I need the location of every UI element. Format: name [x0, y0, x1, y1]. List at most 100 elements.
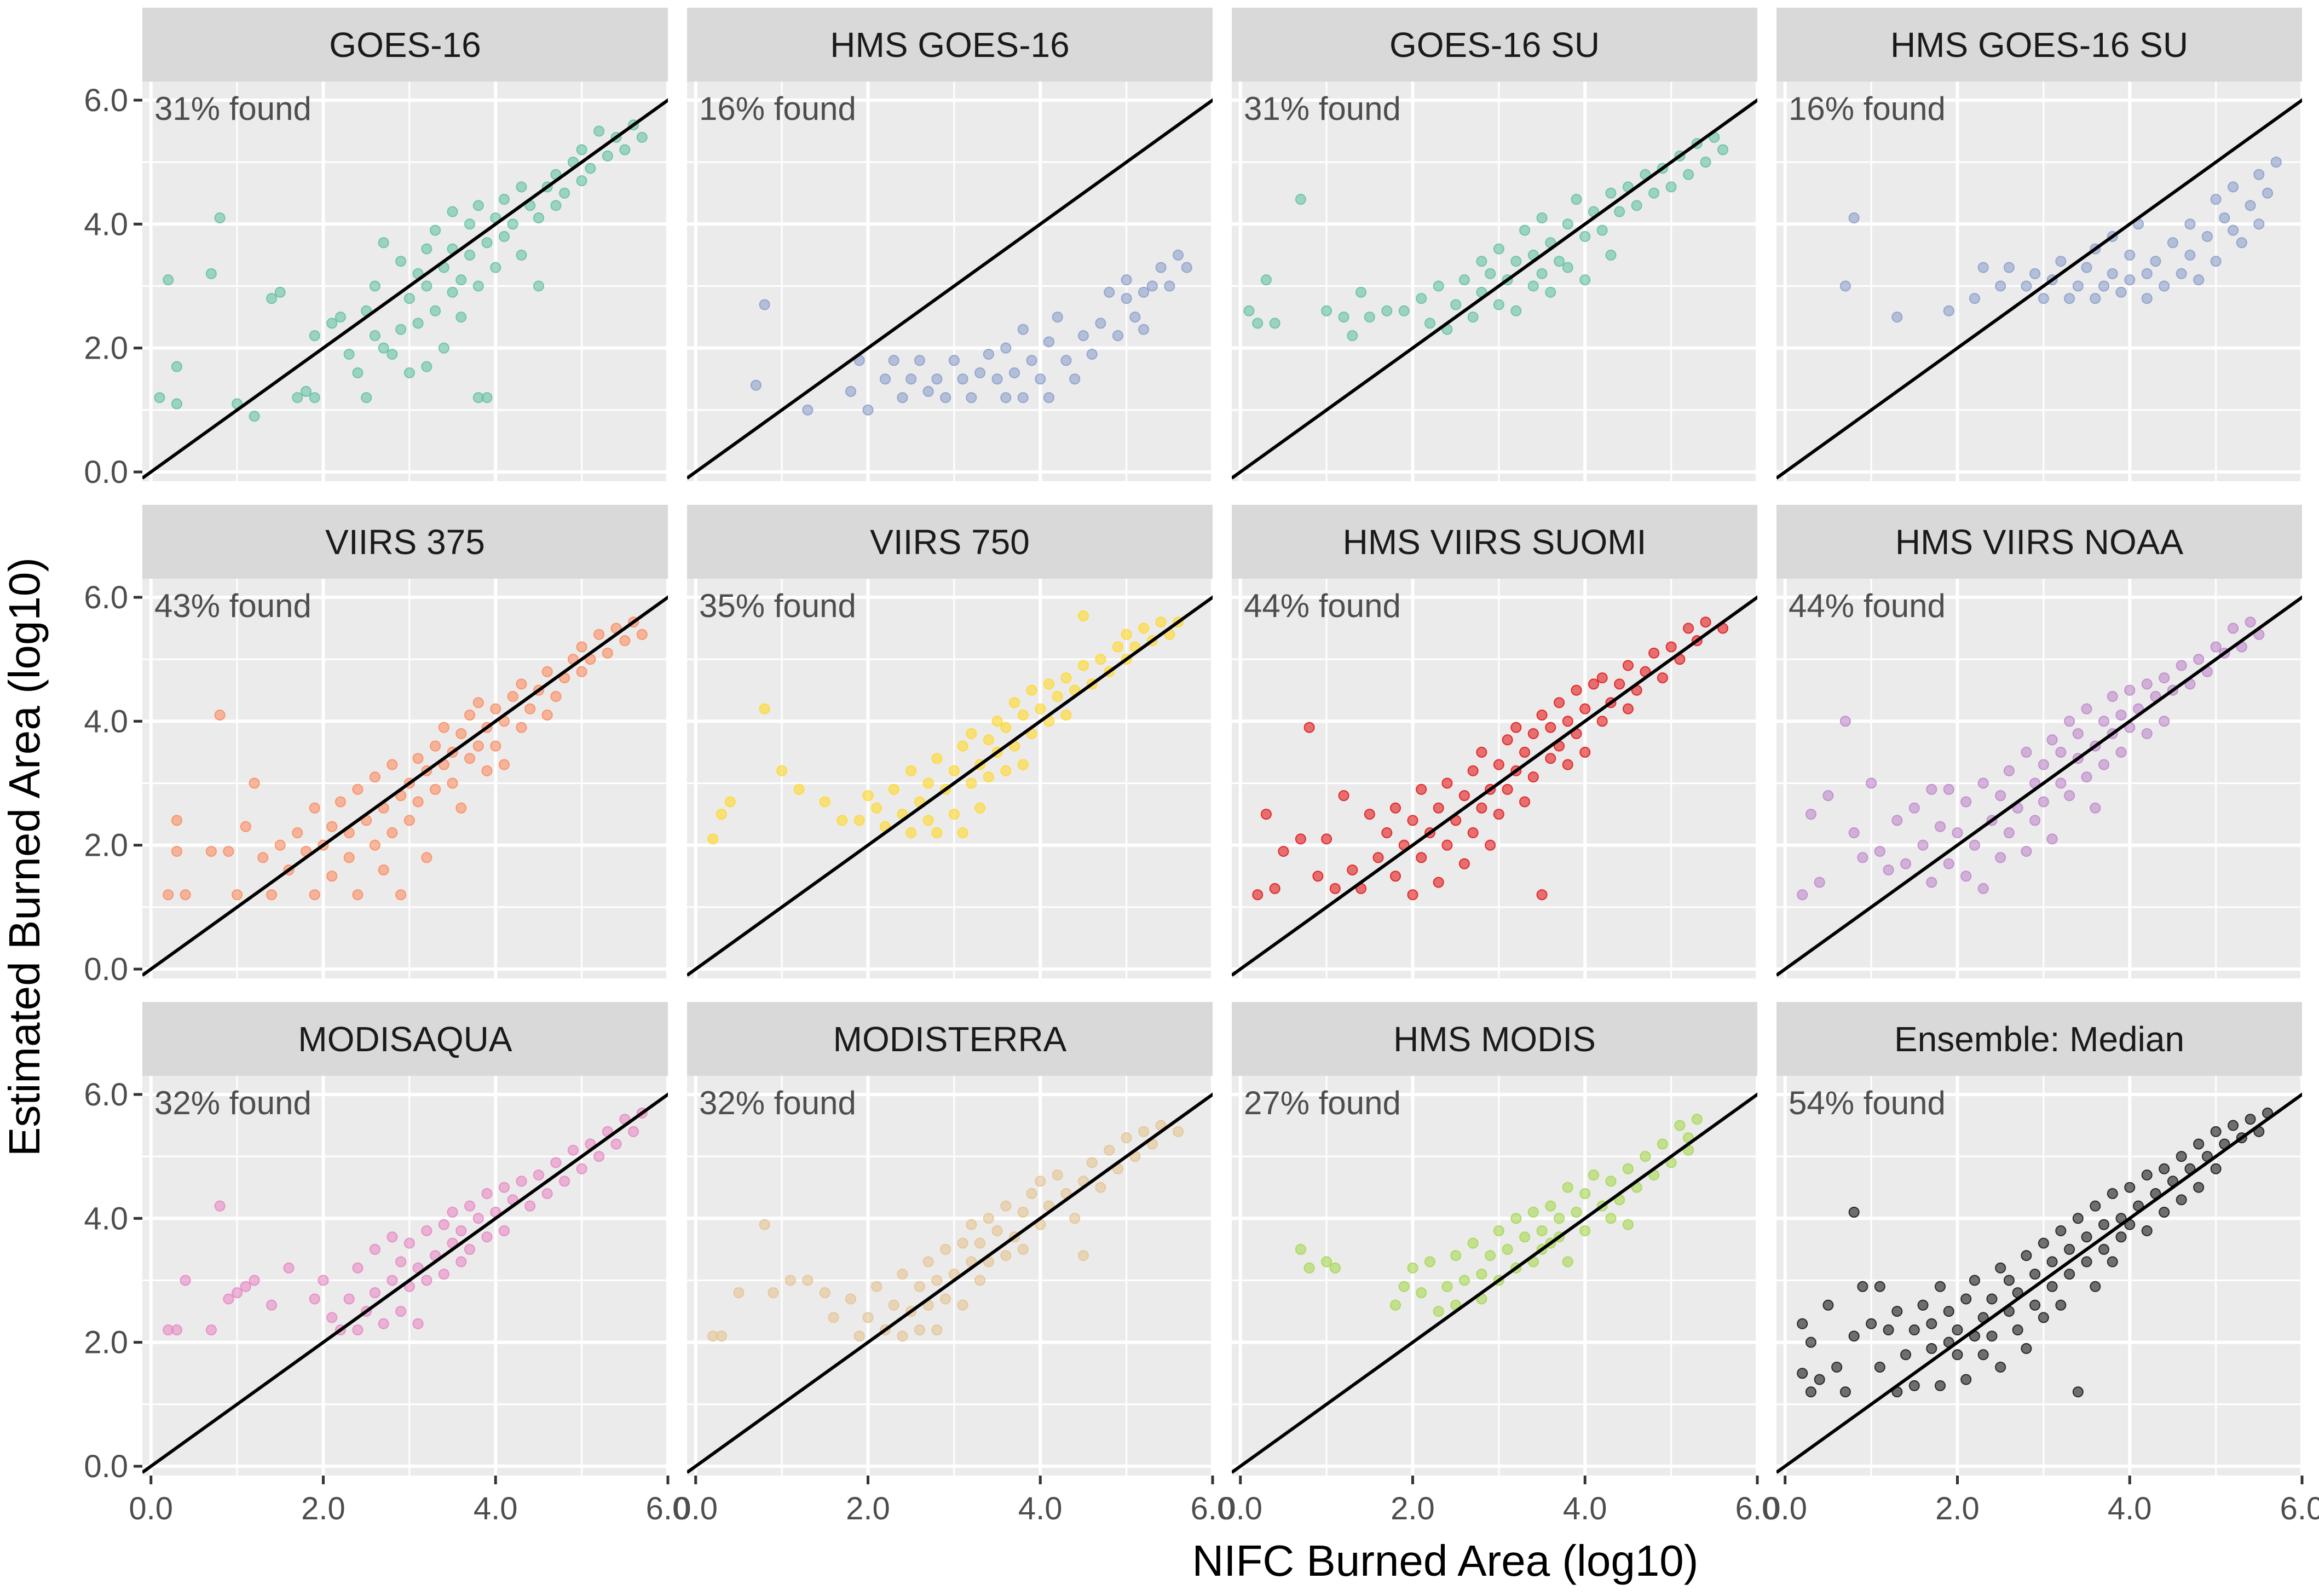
panel: Ensemble: Median 54% found 0.0 2.0 4.0 6.0	[1763, 1002, 2319, 1526]
x-tick-label: 0.0	[1218, 1491, 1262, 1526]
data-point	[1857, 1281, 1868, 1292]
panel: HMS VIIRS SUOMI 44% found	[1232, 505, 1757, 978]
x-axis-title: NIFC Burned Area (log10)	[1192, 1536, 1699, 1585]
data-point	[905, 827, 917, 839]
data-point	[369, 1243, 380, 1255]
data-point	[464, 1243, 476, 1255]
data-point	[2115, 1231, 2127, 1243]
identity-line	[1232, 98, 1757, 480]
data-point	[395, 889, 407, 901]
data-point	[412, 318, 424, 329]
data-point	[1407, 889, 1418, 901]
data-point	[1883, 864, 1894, 875]
data-point	[991, 716, 1003, 727]
found-label: 44% found	[1789, 587, 1946, 624]
data-point	[2055, 777, 2067, 789]
data-point	[1545, 1200, 1556, 1212]
data-point	[309, 330, 320, 342]
data-point	[948, 355, 960, 366]
panel: MODISTERRA 32% found 0.0 2.0 4.0 6.0	[673, 1002, 1235, 1526]
data-point	[2228, 181, 2239, 193]
data-point	[1243, 305, 1255, 316]
y-tick-label: 0.0	[84, 454, 128, 490]
data-point	[2107, 1256, 2118, 1267]
data-point	[507, 691, 518, 702]
data-point	[2081, 703, 2092, 715]
data-point	[1381, 827, 1393, 839]
data-point	[2055, 1299, 2067, 1311]
data-point	[1986, 1330, 1998, 1342]
data-point	[2021, 280, 2032, 292]
data-point	[1312, 871, 1324, 882]
data-point	[1657, 1138, 1668, 1150]
data-point	[180, 889, 191, 901]
data-point	[1848, 1330, 1860, 1342]
data-point	[223, 845, 234, 857]
data-point	[2038, 1237, 2049, 1249]
data-point	[1398, 305, 1410, 316]
y-tick-label: 0.0	[84, 952, 128, 987]
data-point	[343, 1293, 355, 1305]
data-point	[1977, 1349, 1989, 1361]
data-point	[430, 224, 441, 236]
data-point	[2090, 1281, 2101, 1292]
data-point	[991, 373, 1003, 385]
data-point	[1986, 1293, 1998, 1305]
data-point	[1683, 169, 1694, 180]
data-point	[171, 1324, 182, 1336]
data-point	[888, 355, 899, 366]
data-point	[249, 411, 260, 422]
data-point	[1441, 839, 1453, 851]
data-point	[1908, 802, 1920, 814]
data-point	[524, 703, 536, 715]
panel-title: GOES-16 SU	[1389, 25, 1600, 65]
y-axis-title: Estimated Burned Area (log10)	[0, 557, 49, 1156]
data-point	[1510, 256, 1522, 267]
data-point	[1052, 312, 1063, 323]
data-point	[1458, 1275, 1470, 1286]
data-point	[2176, 660, 2187, 671]
data-point	[1017, 759, 1029, 770]
data-point	[541, 1188, 553, 1200]
data-point	[2159, 1163, 2170, 1174]
data-point	[1407, 1262, 1418, 1274]
data-point	[1467, 1237, 1479, 1249]
data-point	[2245, 616, 2256, 628]
found-label: 54% found	[1789, 1085, 1946, 1121]
data-point	[2159, 280, 2170, 292]
data-point	[378, 237, 389, 249]
data-point	[2193, 1138, 2205, 1150]
data-point	[403, 815, 415, 826]
data-point	[1665, 181, 1677, 193]
data-point	[2159, 1206, 2170, 1218]
data-point	[2115, 709, 2127, 721]
data-point	[1935, 821, 1946, 832]
data-point	[974, 1237, 986, 1249]
data-point	[2236, 237, 2247, 249]
identity-line	[1776, 1092, 2302, 1474]
data-point	[1683, 623, 1694, 634]
data-point	[768, 1287, 779, 1299]
data-point	[1969, 1275, 1980, 1286]
data-point	[1017, 1243, 1029, 1255]
data-point	[1121, 274, 1132, 286]
found-label: 32% found	[154, 1085, 311, 1121]
data-point	[171, 815, 182, 826]
data-point	[1536, 889, 1548, 901]
panel-title: GOES-16	[329, 25, 481, 65]
data-point	[1657, 672, 1668, 684]
data-point	[1952, 1349, 1963, 1361]
data-point	[1510, 722, 1522, 733]
data-point	[1527, 771, 1539, 783]
data-point	[1077, 610, 1089, 621]
data-point	[619, 635, 631, 647]
data-point	[2245, 1114, 2256, 1125]
data-point	[1596, 672, 1608, 684]
data-point	[1035, 373, 1046, 385]
data-point	[455, 1225, 467, 1236]
data-point	[1467, 765, 1479, 776]
data-point	[2046, 734, 2058, 746]
data-point	[940, 392, 951, 404]
data-point	[1000, 722, 1012, 733]
data-point	[1069, 1213, 1081, 1224]
